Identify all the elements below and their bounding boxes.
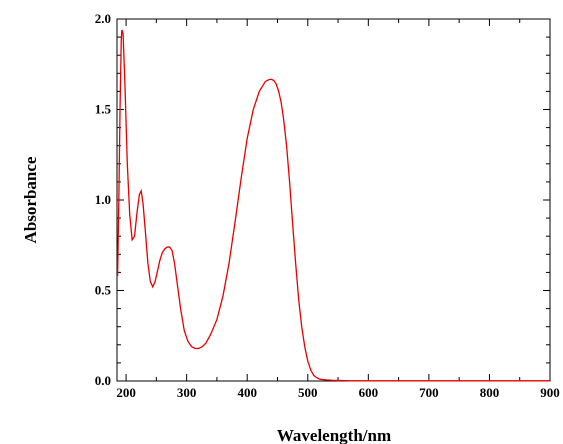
absorbance-series-line: [116, 29, 550, 382]
y-axis-label: Absorbance: [21, 156, 40, 243]
y-tick-label: 1.5: [95, 102, 112, 117]
x-tick-label: 500: [298, 385, 318, 400]
x-tick-label: 300: [177, 385, 197, 400]
tick-labels: 200 300 400 500 600 700 800 900 0.0 0.5 1.0 1.5 2.0: [95, 11, 560, 400]
y-tick-label: 1.0: [95, 192, 111, 207]
plot-frame: [116, 18, 551, 382]
x-tick-label: 400: [237, 385, 257, 400]
tick-marks: [117, 18, 551, 382]
x-axis-label: Wavelength/nm: [277, 426, 391, 444]
y-tick-label: 0.0: [95, 373, 111, 388]
x-tick-label: 800: [480, 385, 500, 400]
y-tick-label: 0.5: [95, 283, 112, 298]
x-tick-label: 600: [359, 385, 379, 400]
x-tick-label: 900: [540, 385, 560, 400]
x-tick-label: 700: [419, 385, 439, 400]
x-tick-label: 200: [116, 385, 136, 400]
y-tick-label: 2.0: [95, 11, 111, 26]
